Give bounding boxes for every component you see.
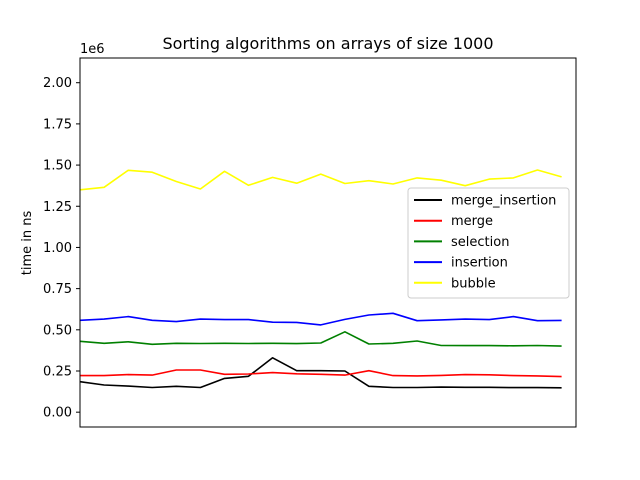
series-line-insertion — [79, 312, 562, 326]
legend-label: selection — [451, 235, 509, 250]
y-axis-label: time in ns — [20, 211, 35, 276]
series-line-merge — [80, 369, 562, 378]
y-tick-label: 0.50 — [43, 323, 72, 338]
series-layer — [79, 169, 562, 389]
y-scale-label: 1e6 — [80, 42, 105, 57]
y-tick-label: 1.50 — [43, 159, 72, 174]
y-tick-label: 0.25 — [43, 364, 72, 379]
legend-label: insertion — [451, 256, 508, 271]
y-tick-label: 0.00 — [43, 406, 72, 421]
series-line-merge-insertion — [79, 356, 562, 389]
y-axis-ticks: 0.00 0.25 0.50 0.75 1.00 1.25 1.50 1.75 2.00 — [43, 76, 80, 421]
legend-label: merge_insertion — [451, 194, 556, 209]
y-tick-label: 2.00 — [43, 76, 72, 91]
series-line-bubble — [79, 169, 562, 191]
chart-title: Sorting algorithms on arrays of size 100… — [163, 34, 494, 53]
legend-label: merge — [451, 214, 493, 229]
y-tick-label: 1.75 — [43, 117, 72, 132]
y-tick-label: 0.75 — [43, 282, 72, 297]
legend-box — [407, 187, 570, 299]
y-tick-label: 1.25 — [43, 200, 72, 215]
plot-frame — [79, 57, 577, 428]
series-line-selection — [79, 330, 562, 347]
y-tick-label: 1.00 — [43, 241, 72, 256]
legend-label: bubble — [451, 276, 496, 291]
